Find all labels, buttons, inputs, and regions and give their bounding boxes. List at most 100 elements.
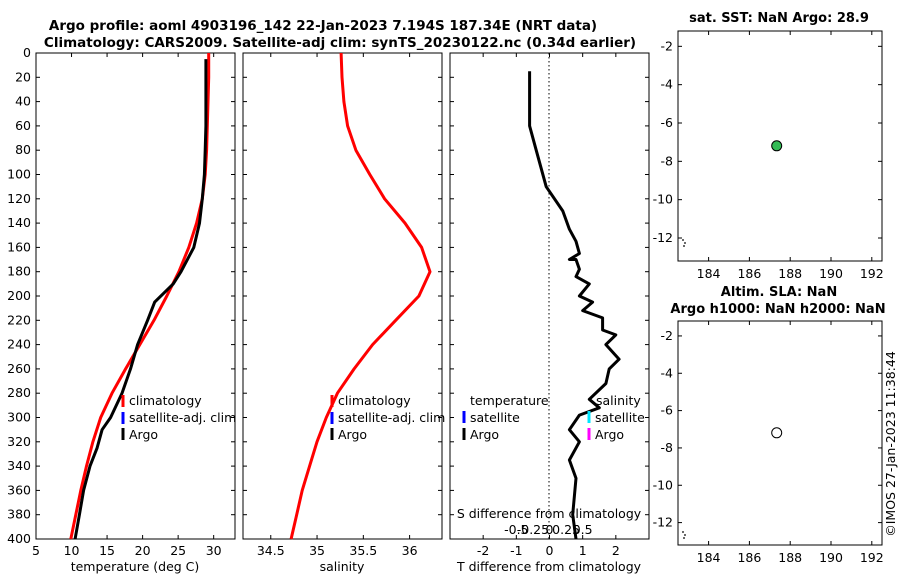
- difference-legend-temperature: temperature satellite Argo: [462, 393, 549, 442]
- difference-lines: [528, 71, 621, 540]
- salinity-panel: 34.5 35 35.5 36 salinity climatology satell…: [242, 52, 445, 574]
- sla-map-y-tick-label: -4: [661, 365, 674, 380]
- salinity-x-ticks: 34.5 35 35.5 36: [257, 53, 418, 558]
- sst-map-x-tick-label: 184: [697, 266, 721, 281]
- temperature-tick-label: 20: [135, 543, 151, 558]
- argo-position-marker: [771, 427, 783, 439]
- sla-map-y-tick-label: -12: [653, 515, 673, 530]
- difference-legend-salinity: salinity satellite Argo: [587, 393, 645, 442]
- sst-map-title: sat. SST: NaN Argo: 28.9: [689, 11, 869, 26]
- temperature-legend: climatology satellite-adj. clim Argo: [121, 393, 236, 442]
- depth-tick-label: 360: [7, 482, 31, 497]
- temperature-tick-label: 15: [99, 543, 115, 558]
- series-argo-line: [528, 71, 621, 540]
- salinity-axes-box: [242, 52, 443, 540]
- coast-dot: [684, 242, 686, 244]
- temperature-tick-label: 30: [206, 543, 222, 558]
- sla-map-x-tick-label: 190: [819, 550, 843, 565]
- depth-tick-label: 400: [7, 531, 31, 546]
- difference-x-ticks: -2 -1 0 1 2: [477, 53, 620, 558]
- legend-t-satellite-label: satellite: [470, 410, 520, 425]
- temperature-xlabel: temperature (deg C): [71, 559, 200, 574]
- sst-map-x-tick-label: 190: [819, 266, 843, 281]
- sla-map-title-line2: Argo h1000: NaN h2000: NaN: [670, 302, 885, 317]
- series-climatology-line: [289, 52, 432, 540]
- legend-climatology-label: climatology: [129, 393, 202, 408]
- s-difference-tick-label: 0.25: [552, 522, 580, 537]
- sst-map-x-tick-label: 192: [860, 266, 884, 281]
- depth-tick-label: 200: [7, 288, 31, 303]
- sst-map-coast: [682, 239, 686, 247]
- coast-dot: [682, 239, 684, 241]
- coast-dot: [683, 245, 685, 247]
- s-difference-tick-label: 0: [546, 522, 554, 537]
- legend-satellite-label: satellite-adj. clim: [338, 410, 445, 425]
- difference-panel: -2 -1 0 1 2 S difference from climatology -0…: [449, 52, 650, 574]
- depth-tick-label: 120: [7, 191, 31, 206]
- temperature-x-ticks: 5 10 15 20 25 30: [32, 53, 222, 558]
- sst-map-axes-box: [677, 30, 883, 262]
- difference-xlabel: T difference from climatology: [456, 559, 642, 574]
- sst-map-ticks: 184 186 188 190 192 -2 -4 -6 -8 -10 -12: [653, 31, 884, 281]
- sst-map-y-tick-label: -10: [653, 192, 673, 207]
- depth-tick-label: 340: [7, 458, 31, 473]
- sst-map-y-tick-label: -6: [661, 115, 674, 130]
- coast-dot: [682, 531, 684, 533]
- sst-map-y-tick-label: -4: [661, 77, 674, 92]
- sla-map-x-tick-label: 192: [860, 550, 884, 565]
- sla-map-axes-box: [677, 320, 883, 546]
- depth-tick-label: 160: [7, 239, 31, 254]
- depth-tick-label: 80: [15, 142, 31, 157]
- sla-map-x-tick-label: 188: [778, 550, 802, 565]
- s-difference-tick-label: -0.5: [504, 522, 528, 537]
- salinity-tick-label: 34.5: [257, 543, 285, 558]
- coast-dot: [683, 537, 685, 539]
- sla-map-ticks: 184 186 188 190 192 -2 -4 -6 -8 -10 -12: [653, 321, 884, 565]
- depth-tick-label: 240: [7, 337, 31, 352]
- depth-tick-label: 0: [23, 45, 31, 60]
- sst-map-y-tick-label: -12: [653, 230, 673, 245]
- s-difference-tick-label: 0.5: [573, 522, 593, 537]
- argo-position-marker: [771, 140, 783, 152]
- sla-map-x-tick-label: 184: [697, 550, 721, 565]
- salinity-xlabel: salinity: [320, 559, 365, 574]
- temperature-tick-label: 5: [32, 543, 40, 558]
- difference-tick-label: 2: [612, 543, 620, 558]
- difference-tick-label: -1: [510, 543, 522, 558]
- sla-map-coast: [682, 531, 686, 539]
- depth-tick-label: 260: [7, 361, 31, 376]
- legend-argo-label: Argo: [338, 427, 367, 442]
- legend-salinity-title: salinity: [596, 393, 641, 408]
- temperature-tick-label: 10: [64, 543, 80, 558]
- depth-tick-label: 140: [7, 215, 31, 230]
- legend-t-argo-label: Argo: [470, 427, 499, 442]
- depth-tick-label: 300: [7, 410, 31, 425]
- depth-tick-label: 60: [15, 118, 31, 133]
- depth-tick-label: 180: [7, 264, 31, 279]
- depth-tick-label: 40: [15, 94, 31, 109]
- sst-map-y-tick-label: -8: [661, 153, 674, 168]
- sla-map-x-tick-label: 186: [737, 550, 761, 565]
- sla-map-panel: Altim. SLA: NaN Argo h1000: NaN h2000: N…: [653, 285, 886, 565]
- difference-tick-label: -2: [477, 543, 489, 558]
- depth-tick-label: 100: [7, 167, 31, 182]
- depth-tick-label: 220: [7, 312, 31, 327]
- difference-tick-label: 1: [579, 543, 587, 558]
- temperature-lines: [69, 53, 211, 540]
- sla-map-y-tick-label: -10: [653, 477, 673, 492]
- salinity-legend: climatology satellite-adj. clim Argo: [330, 393, 445, 442]
- legend-s-satellite-label: satellite: [595, 410, 645, 425]
- imos-watermark: ©IMOS 27-Jan-2023 11:38:44: [883, 351, 898, 537]
- temperature-panel: 0204060801001201401601802002202402602803…: [7, 45, 649, 574]
- legend-temperature-title: temperature: [470, 393, 549, 408]
- s-difference-tick-label: -0.25: [517, 522, 549, 537]
- legend-satellite-label: satellite-adj. clim: [129, 410, 236, 425]
- depth-tick-label: 280: [7, 385, 31, 400]
- sst-map-panel: sat. SST: NaN Argo: 28.9 184 186 188 190 192…: [653, 11, 884, 281]
- legend-argo-label: Argo: [129, 427, 158, 442]
- depth-tick-label: 320: [7, 434, 31, 449]
- sla-map-title-line1: Altim. SLA: NaN: [721, 285, 837, 300]
- series-argo-line: [73, 59, 208, 540]
